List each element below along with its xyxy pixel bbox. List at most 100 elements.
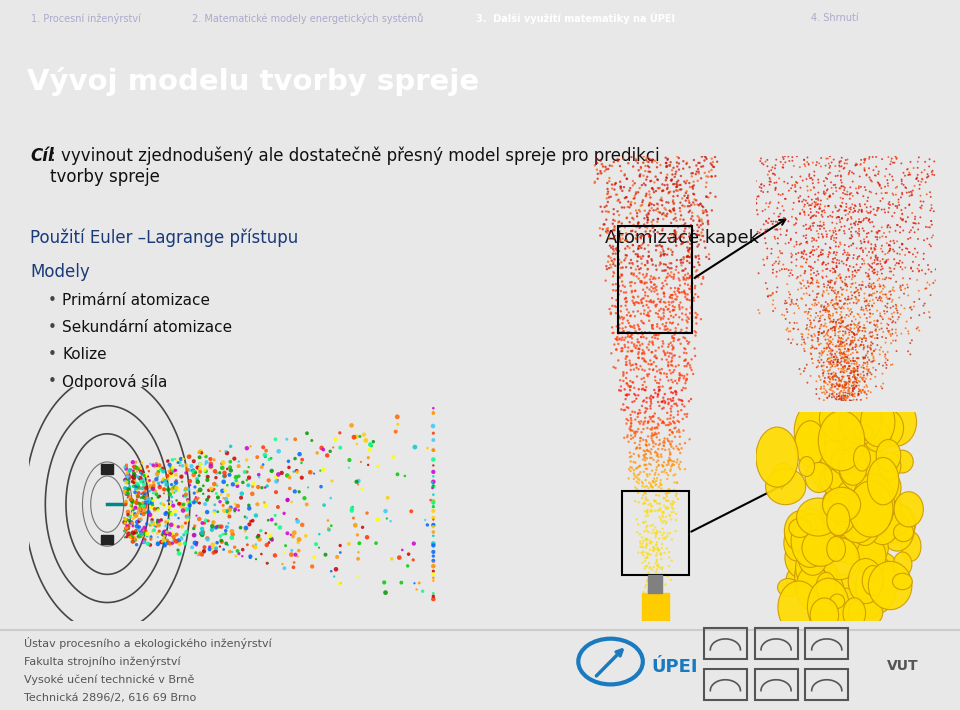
Point: [643, 480, 659, 491]
Point: [290, 466, 305, 478]
Point: [823, 335, 838, 346]
Point: [835, 341, 851, 352]
Point: [688, 307, 704, 319]
Point: [634, 415, 649, 427]
Point: [682, 283, 697, 295]
Point: [648, 604, 663, 616]
Point: [880, 254, 896, 266]
Point: [634, 547, 649, 559]
Point: [148, 485, 163, 496]
Point: [823, 297, 838, 308]
Point: [864, 290, 879, 301]
Point: [868, 281, 883, 293]
Point: [237, 466, 252, 478]
Point: [874, 323, 889, 334]
Point: [858, 333, 874, 344]
Point: [815, 248, 830, 260]
Point: [642, 400, 658, 412]
Point: [655, 509, 670, 520]
Point: [853, 304, 869, 315]
Point: [619, 413, 635, 425]
Point: [119, 531, 134, 542]
Point: [771, 258, 786, 269]
Ellipse shape: [789, 518, 811, 537]
Point: [131, 503, 146, 515]
Point: [832, 182, 848, 194]
Point: [879, 292, 895, 303]
Point: [659, 495, 674, 506]
Ellipse shape: [838, 495, 877, 543]
Point: [762, 198, 778, 209]
Point: [380, 492, 396, 503]
Point: [831, 314, 847, 325]
Point: [837, 346, 852, 358]
Point: [175, 476, 190, 487]
Point: [864, 278, 879, 290]
Point: [621, 402, 636, 413]
Text: Fakulta strojního inženýrství: Fakulta strojního inženýrství: [24, 656, 180, 667]
Point: [653, 474, 668, 486]
Point: [856, 330, 872, 342]
Point: [831, 344, 847, 355]
Point: [696, 271, 711, 283]
Point: [651, 607, 666, 618]
Point: [896, 167, 911, 178]
Point: [761, 290, 777, 301]
Point: [918, 177, 933, 188]
Point: [674, 260, 689, 271]
Point: [775, 248, 790, 259]
Point: [617, 168, 633, 180]
Point: [834, 381, 850, 392]
Point: [653, 303, 668, 315]
Point: [839, 366, 854, 377]
Point: [883, 359, 899, 371]
Point: [848, 371, 863, 383]
Point: [789, 254, 804, 266]
Point: [156, 539, 172, 550]
Point: [850, 380, 865, 391]
Point: [283, 549, 299, 560]
Point: [664, 459, 680, 471]
Point: [835, 187, 851, 199]
Point: [632, 324, 647, 335]
Point: [854, 334, 870, 345]
Point: [607, 339, 622, 350]
Point: [271, 501, 286, 513]
Point: [680, 312, 695, 323]
Point: [835, 371, 851, 383]
Point: [825, 310, 840, 322]
Point: [623, 208, 638, 219]
Point: [852, 262, 868, 273]
Point: [806, 315, 822, 326]
Point: [640, 309, 656, 320]
Ellipse shape: [836, 429, 853, 447]
Point: [590, 168, 606, 180]
Point: [669, 327, 684, 339]
Point: [832, 387, 848, 398]
Point: [905, 217, 921, 229]
Point: [186, 530, 202, 541]
Point: [659, 502, 674, 513]
Point: [662, 465, 678, 476]
Point: [669, 181, 684, 192]
Point: [922, 279, 937, 290]
Point: [860, 352, 876, 364]
Point: [831, 372, 847, 383]
Point: [605, 279, 620, 290]
Point: [811, 328, 827, 339]
Point: [612, 160, 628, 172]
Point: [608, 278, 623, 290]
Point: [843, 374, 858, 386]
Point: [841, 241, 856, 252]
Point: [691, 200, 707, 211]
Point: [857, 182, 873, 193]
Point: [845, 342, 860, 354]
Point: [873, 195, 888, 207]
Point: [841, 357, 856, 368]
Point: [822, 312, 837, 324]
Point: [897, 288, 912, 300]
Point: [933, 192, 948, 204]
Point: [827, 351, 842, 362]
Point: [903, 190, 919, 201]
Point: [188, 494, 204, 506]
